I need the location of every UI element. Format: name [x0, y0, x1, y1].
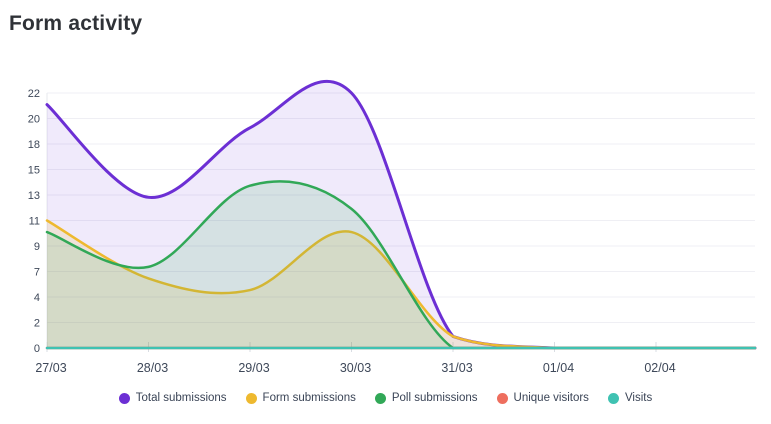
x-axis-label: 29/03 [238, 361, 269, 375]
legend-dot-unique-visitors [496, 392, 508, 404]
legend-dot-total-submissions [118, 392, 130, 404]
area-chart: 0 2 4 7 9 11 13 15 18 20 22 27/03 28/03 29/03 30/03 31/… [28, 79, 757, 375]
legend-dot-poll-submissions [374, 392, 386, 404]
y-axis-label: 18 [28, 139, 40, 151]
chart-legend: Total submissions Form submissions Poll su… [0, 392, 771, 404]
y-axis-label: 2 [34, 318, 40, 330]
legend-dot-visits [607, 392, 619, 404]
series-area-form-submissions [47, 220, 755, 348]
y-axis-label: 9 [34, 241, 40, 253]
legend-label: Poll submissions [391, 392, 478, 404]
x-axis-label: 28/03 [137, 361, 168, 375]
legend-item-visits[interactable]: Visits [607, 392, 653, 404]
legend-item-form-submissions[interactable]: Form submissions [245, 392, 356, 404]
chart-title: Form activity [9, 12, 143, 35]
x-axis-label: 01/04 [543, 361, 574, 375]
series-area-poll-submissions [47, 181, 755, 348]
legend-item-poll-submissions[interactable]: Poll submissions [374, 392, 478, 404]
x-axis-label: 27/03 [35, 361, 66, 375]
x-axis-label: 30/03 [340, 361, 371, 375]
y-axis-label: 0 [34, 343, 40, 355]
legend-label: Total submissions [135, 392, 227, 404]
y-axis-label: 13 [28, 190, 40, 202]
x-axis-label: 31/03 [441, 361, 472, 375]
y-axis-label: 7 [34, 267, 40, 279]
legend-item-unique-visitors[interactable]: Unique visitors [496, 392, 589, 404]
legend-label: Visits [624, 392, 653, 404]
legend-label: Unique visitors [513, 392, 589, 404]
y-axis-label: 4 [34, 292, 40, 304]
y-axis-label: 11 [29, 216, 40, 228]
y-axis-label: 15 [28, 165, 40, 177]
y-axis-label: 20 [28, 114, 40, 126]
legend-label: Form submissions [262, 392, 356, 404]
legend-item-total-submissions[interactable]: Total submissions [118, 392, 227, 404]
x-axis-label: 02/04 [644, 361, 675, 375]
legend-dot-form-submissions [245, 392, 257, 404]
y-axis-label: 22 [28, 88, 40, 100]
